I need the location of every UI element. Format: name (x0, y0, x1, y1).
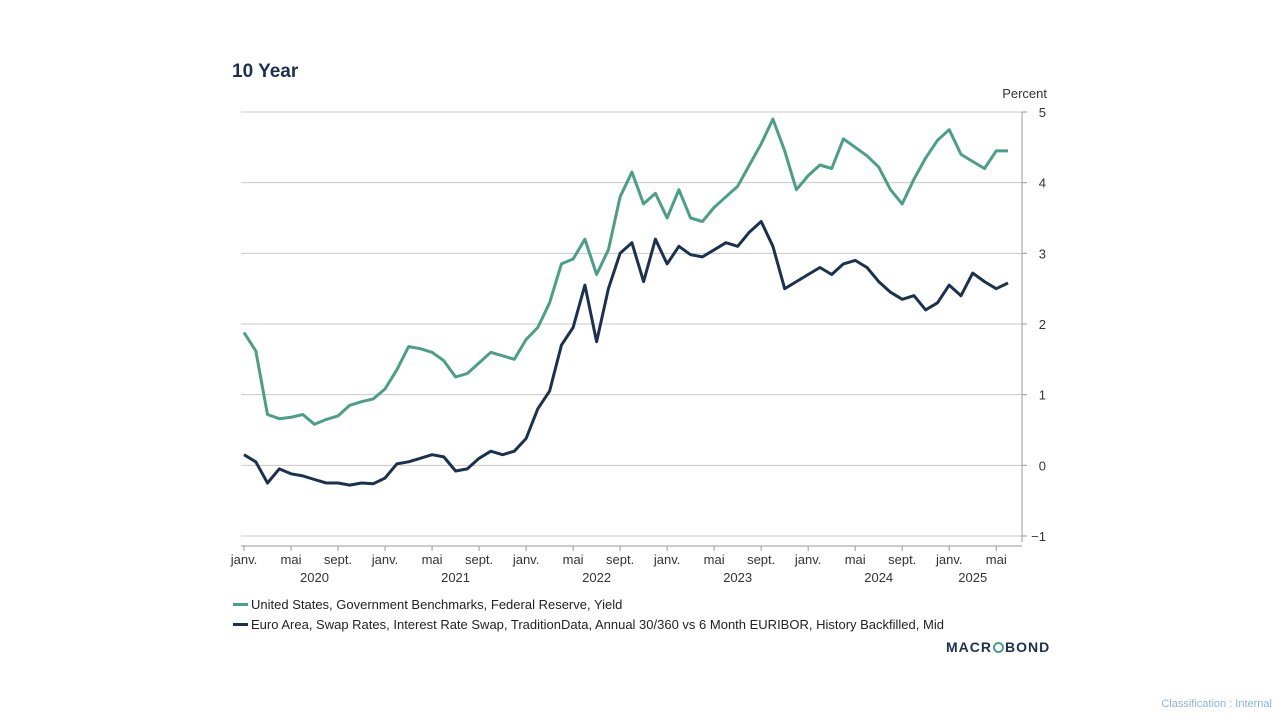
x-tick-label: mai (281, 552, 302, 567)
chart-title: 10 Year (232, 61, 299, 82)
legend-label-us: United States, Government Benchmarks, Fe… (251, 597, 623, 612)
y-tick-label: 1 (1039, 388, 1046, 403)
y-tick-label: 5 (1039, 105, 1046, 120)
x-tick-label: sept. (606, 552, 634, 567)
classification-label: Classification : Internal (1161, 698, 1272, 710)
x-tick-label: janv. (371, 552, 399, 567)
legend-item-eu: Euro Area, Swap Rates, Interest Rate Swa… (233, 617, 944, 632)
series-line-eu (243, 220, 1009, 487)
legend-item-us: United States, Government Benchmarks, Fe… (233, 597, 622, 612)
x-tick-label: janv. (935, 552, 963, 567)
x-tick-label: janv. (230, 552, 258, 567)
x-tick-label: mai (845, 552, 866, 567)
y-tick-label: 2 (1039, 317, 1046, 332)
x-year-label: 2020 (300, 570, 329, 585)
x-tick-label: janv. (653, 552, 681, 567)
y-tick-label: −1 (1031, 529, 1046, 544)
series-lines (242, 117, 1009, 487)
legend-swatch-us (233, 603, 248, 606)
x-axis: janv. mai sept. janv. mai sept. janv. mai sept. j… (230, 545, 1022, 585)
x-tick-label: mai (704, 552, 725, 567)
y-axis-unit-label: Percent (1002, 86, 1047, 101)
x-tick-label: sept. (465, 552, 493, 567)
y-tick-label: 0 (1039, 458, 1046, 473)
legend-swatch-eu (233, 623, 248, 626)
y-tick-label: 4 (1039, 176, 1046, 191)
x-tick-label: janv. (512, 552, 540, 567)
x-year-label: 2022 (582, 570, 611, 585)
x-tick-label: janv. (794, 552, 822, 567)
gridlines (241, 111, 1022, 537)
x-tick-label: sept. (888, 552, 916, 567)
series-line-us (242, 117, 1008, 426)
x-year-label: 2025 (958, 570, 987, 585)
x-tick-label: sept. (747, 552, 775, 567)
x-year-label: 2024 (864, 570, 893, 585)
macrobond-logo: MACR BOND (946, 639, 1051, 655)
x-year-label: 2021 (441, 570, 470, 585)
y-tick-label: 3 (1039, 246, 1046, 261)
x-tick-label: mai (986, 552, 1007, 567)
x-tick-label: sept. (324, 552, 352, 567)
y-axis: −1 0 1 2 3 4 5 (1021, 105, 1046, 544)
x-tick-label: mai (422, 552, 443, 567)
x-year-label: 2023 (723, 570, 752, 585)
legend-label-eu: Euro Area, Swap Rates, Interest Rate Swa… (251, 617, 944, 632)
x-tick-label: mai (563, 552, 584, 567)
